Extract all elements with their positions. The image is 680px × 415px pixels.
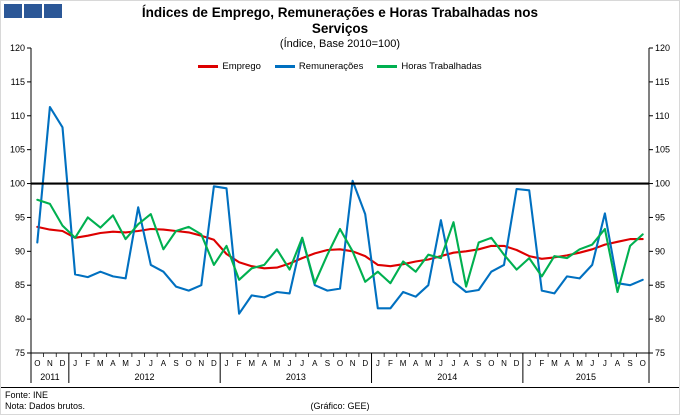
svg-text:O: O xyxy=(337,359,343,368)
svg-text:A: A xyxy=(413,359,419,368)
svg-text:A: A xyxy=(564,359,570,368)
svg-text:A: A xyxy=(110,359,116,368)
footer-source: Fonte: INE xyxy=(5,389,49,400)
svg-text:J: J xyxy=(300,359,304,368)
svg-text:80: 80 xyxy=(655,314,665,324)
svg-text:J: J xyxy=(376,359,380,368)
svg-text:N: N xyxy=(501,359,507,368)
svg-text:105: 105 xyxy=(655,145,670,155)
svg-text:M: M xyxy=(425,359,432,368)
svg-text:90: 90 xyxy=(15,246,25,256)
logo xyxy=(4,4,62,18)
svg-text:120: 120 xyxy=(655,43,670,53)
svg-text:115: 115 xyxy=(655,77,669,87)
svg-text:100: 100 xyxy=(655,179,670,189)
svg-text:75: 75 xyxy=(15,348,25,358)
svg-text:J: J xyxy=(136,359,140,368)
svg-text:J: J xyxy=(224,359,228,368)
chart-plot: 75 75 80 80 85 85 90 90 95 95 100 100 105 105 110 110 11… xyxy=(10,43,670,383)
page-title: Índices de Emprego, Remunerações e Horas… xyxy=(141,5,539,36)
svg-text:S: S xyxy=(627,359,632,368)
footer-credit: (Gráfico: GEE) xyxy=(310,400,370,411)
svg-text:F: F xyxy=(85,359,90,368)
svg-text:110: 110 xyxy=(11,111,25,121)
svg-text:M: M xyxy=(400,359,407,368)
svg-text:J: J xyxy=(73,359,77,368)
svg-text:F: F xyxy=(539,359,544,368)
svg-text:J: J xyxy=(590,359,594,368)
svg-text:95: 95 xyxy=(655,212,665,222)
footer-note: Nota: Dados brutos. xyxy=(5,400,86,411)
svg-text:M: M xyxy=(274,359,281,368)
title-block: Índices de Emprego, Remunerações e Horas… xyxy=(1,1,679,50)
svg-text:110: 110 xyxy=(655,111,669,121)
logo-square xyxy=(24,4,42,18)
footer: Fonte: INE Nota: Dados brutos. (Gráfico:… xyxy=(1,386,679,414)
svg-text:A: A xyxy=(161,359,167,368)
svg-text:115: 115 xyxy=(11,77,25,87)
svg-text:N: N xyxy=(198,359,204,368)
svg-text:M: M xyxy=(551,359,558,368)
svg-text:90: 90 xyxy=(655,246,665,256)
svg-text:2011: 2011 xyxy=(40,372,59,382)
svg-text:M: M xyxy=(122,359,129,368)
logo-square xyxy=(44,4,62,18)
svg-text:D: D xyxy=(211,359,217,368)
svg-text:O: O xyxy=(34,359,40,368)
svg-text:120: 120 xyxy=(10,43,25,53)
svg-text:O: O xyxy=(640,359,646,368)
svg-text:80: 80 xyxy=(15,314,25,324)
svg-text:75: 75 xyxy=(655,348,665,358)
svg-text:J: J xyxy=(527,359,531,368)
svg-text:N: N xyxy=(47,359,53,368)
chart-subtitle: (Índice, Base 2010=100) xyxy=(279,37,401,50)
svg-text:J: J xyxy=(288,359,292,368)
svg-text:F: F xyxy=(388,359,393,368)
svg-text:D: D xyxy=(362,359,368,368)
svg-text:O: O xyxy=(186,359,192,368)
svg-text:F: F xyxy=(237,359,242,368)
svg-text:S: S xyxy=(325,359,330,368)
svg-text:S: S xyxy=(476,359,481,368)
svg-text:2013: 2013 xyxy=(286,372,306,382)
svg-text:D: D xyxy=(60,359,66,368)
logo-square xyxy=(4,4,22,18)
svg-text:A: A xyxy=(463,359,469,368)
svg-text:85: 85 xyxy=(655,280,665,290)
svg-text:O: O xyxy=(488,359,494,368)
svg-text:A: A xyxy=(615,359,621,368)
svg-text:J: J xyxy=(452,359,456,368)
svg-text:100: 100 xyxy=(10,179,25,189)
svg-text:M: M xyxy=(248,359,255,368)
svg-text:J: J xyxy=(149,359,153,368)
svg-text:A: A xyxy=(262,359,268,368)
svg-text:85: 85 xyxy=(15,280,25,290)
svg-text:2012: 2012 xyxy=(134,372,154,382)
svg-text:105: 105 xyxy=(10,145,25,155)
svg-text:J: J xyxy=(603,359,607,368)
svg-text:M: M xyxy=(97,359,104,368)
svg-text:2014: 2014 xyxy=(437,372,457,382)
svg-text:M: M xyxy=(576,359,583,368)
svg-text:S: S xyxy=(173,359,178,368)
svg-text:N: N xyxy=(350,359,356,368)
svg-text:2015: 2015 xyxy=(576,372,596,382)
svg-text:J: J xyxy=(439,359,443,368)
svg-text:95: 95 xyxy=(15,212,25,222)
svg-text:A: A xyxy=(312,359,318,368)
svg-text:D: D xyxy=(514,359,520,368)
